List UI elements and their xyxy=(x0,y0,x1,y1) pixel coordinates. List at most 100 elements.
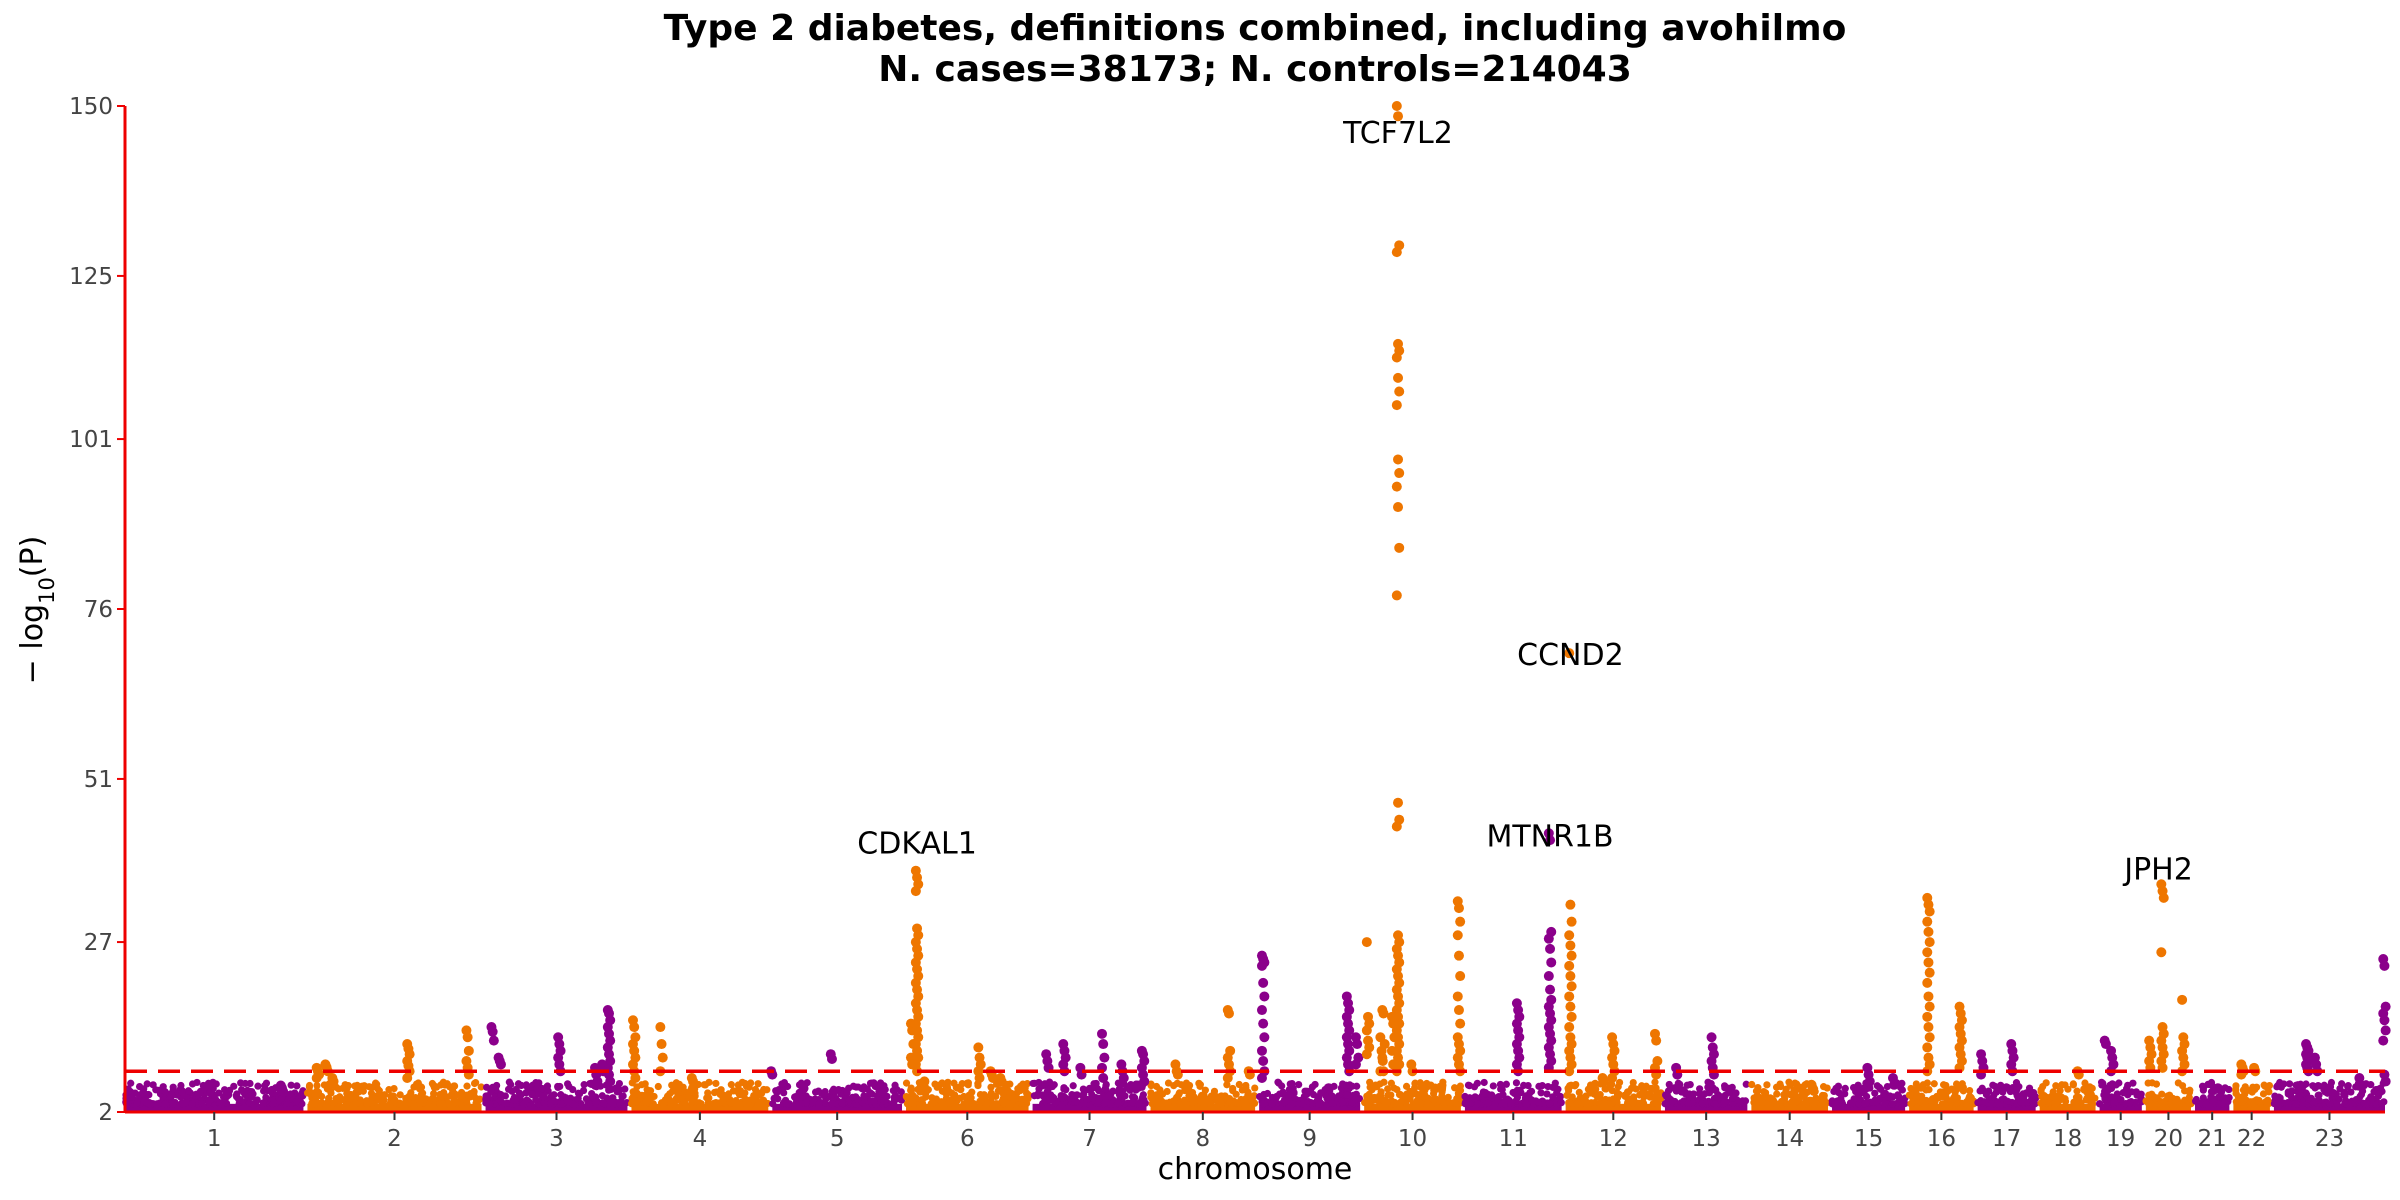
variant-point-8 xyxy=(1198,1091,1206,1100)
variant-point-8 xyxy=(1223,1081,1231,1089)
variant-point-7 xyxy=(1080,1090,1088,1098)
variant-point-23 xyxy=(2326,1082,2334,1090)
variant-point-23 xyxy=(2286,1088,2294,1097)
variant-point-1 xyxy=(179,1100,187,1108)
variant-point-14 xyxy=(1780,1091,1788,1099)
x-tick-label-chr21: 21 xyxy=(2198,1126,2227,1152)
variant-point-chr10 xyxy=(1388,1059,1399,1070)
variant-point-4 xyxy=(754,1080,762,1088)
variant-point-chr10 xyxy=(1361,1049,1372,1060)
y-tick-label: 150 xyxy=(69,94,113,120)
variant-point-14 xyxy=(1820,1097,1828,1105)
variant-point-5 xyxy=(890,1099,898,1107)
chromosome-band-10 xyxy=(1364,1103,1461,1112)
variant-point-11 xyxy=(1537,1089,1545,1097)
variant-point-11 xyxy=(1461,1100,1469,1108)
variant-point-15 xyxy=(1899,1100,1907,1108)
variant-point-22 xyxy=(2260,1081,2268,1089)
variant-point-4 xyxy=(633,1097,641,1106)
variant-point-3 xyxy=(616,1098,624,1106)
variant-point-10 xyxy=(1384,1085,1392,1093)
variant-point-16 xyxy=(1919,1081,1927,1089)
variant-point-2 xyxy=(324,1094,333,1102)
chromosome-band-11 xyxy=(1464,1103,1562,1112)
variant-point-1 xyxy=(135,1082,144,1091)
x-tick-label-chr7: 7 xyxy=(1082,1126,1097,1152)
variant-point-12 xyxy=(1605,1100,1613,1108)
chromosome-band-23 xyxy=(2273,1103,2385,1112)
variant-point-8 xyxy=(1251,1084,1259,1092)
variant-point-1 xyxy=(286,1090,295,1098)
variant-point-3 xyxy=(505,1078,513,1086)
variant-point-11 xyxy=(1473,1100,1482,1108)
variant-point-4 xyxy=(745,1083,753,1091)
variant-point-2 xyxy=(316,1099,325,1107)
x-tick-label-chr2: 2 xyxy=(387,1126,402,1152)
label-layer: TCF7L2 CCND2 CDKAL1 MTNR1B JPH2 xyxy=(857,116,2193,887)
variant-point-11 xyxy=(1496,1080,1505,1089)
variant-point-9 xyxy=(1353,1082,1361,1090)
chromosome-band-16 xyxy=(1909,1103,1974,1112)
variant-point-chr10 xyxy=(1378,1008,1389,1019)
variant-point-12 xyxy=(1614,1083,1622,1091)
variant-point-13 xyxy=(1717,1093,1725,1101)
variant-point-chr10 xyxy=(1393,502,1404,513)
variant-point-11 xyxy=(1488,1091,1496,1099)
variant-point-7 xyxy=(1093,1084,1102,1093)
variant-point-23 xyxy=(2280,1080,2288,1088)
variant-point-12 xyxy=(1572,1080,1580,1089)
variant-point-14 xyxy=(1760,1087,1768,1096)
variant-point-5 xyxy=(880,1097,888,1105)
variant-point-chr12 xyxy=(1564,991,1575,1002)
variant-point-chr23 xyxy=(2378,1035,2389,1046)
variant-point-20 xyxy=(2185,1093,2193,1101)
variant-point-10 xyxy=(1451,1099,1459,1107)
variant-point-19 xyxy=(2124,1081,2132,1089)
variant-point-17 xyxy=(2022,1098,2030,1106)
variant-point-chr10 xyxy=(1391,101,1402,111)
variant-point-17 xyxy=(2017,1098,2025,1106)
variant-point-3 xyxy=(535,1090,543,1098)
variant-point-20 xyxy=(2145,1091,2153,1099)
variant-point-chr6 xyxy=(973,1042,984,1053)
variant-point-18 xyxy=(2081,1079,2089,1087)
variant-point-11 xyxy=(1512,1079,1521,1087)
variant-point-15 xyxy=(1862,1099,1870,1107)
variant-point-23 xyxy=(2271,1100,2279,1108)
variant-point-chr16 xyxy=(1924,937,1935,948)
variant-point-12 xyxy=(1653,1098,1661,1106)
variant-point-1 xyxy=(133,1098,141,1107)
variant-point-6 xyxy=(1021,1084,1029,1092)
variant-point-10 xyxy=(1387,1079,1395,1087)
variant-point-chr3 xyxy=(605,1076,616,1087)
variant-point-12 xyxy=(1565,1099,1573,1107)
variant-point-16 xyxy=(1948,1085,1956,1093)
variant-point-chr23 xyxy=(2380,1025,2391,1036)
variant-point-10 xyxy=(1363,1094,1371,1102)
variant-point-2 xyxy=(323,1100,331,1108)
variant-point-4 xyxy=(654,1082,662,1091)
variant-point-14 xyxy=(1777,1100,1785,1108)
variant-point-chr10 xyxy=(1391,481,1402,492)
chromosome-band-18 xyxy=(2039,1103,2096,1112)
variant-point-3 xyxy=(538,1084,546,1093)
y-tick-label: 27 xyxy=(84,930,113,956)
variant-point-1 xyxy=(183,1093,191,1101)
variant-point-13 xyxy=(1677,1088,1686,1096)
variant-point-22 xyxy=(2247,1086,2255,1094)
x-tick-label-chr20: 20 xyxy=(2154,1126,2183,1152)
variant-point-7 xyxy=(1101,1084,1109,1093)
variant-point-12 xyxy=(1629,1083,1637,1091)
variant-point-10 xyxy=(1456,1082,1464,1090)
chart-title: Type 2 diabetes, definitions combined, i… xyxy=(664,8,1847,49)
variant-point-8 xyxy=(1233,1099,1241,1107)
variant-point-9 xyxy=(1299,1100,1307,1108)
variant-point-chr12 xyxy=(1566,1011,1577,1022)
variant-point-1 xyxy=(159,1083,167,1091)
variant-point-19 xyxy=(2102,1090,2110,1099)
variant-point-12 xyxy=(1580,1094,1588,1102)
x-tick-label-chr15: 15 xyxy=(1854,1126,1883,1152)
variant-point-13 xyxy=(1669,1098,1677,1106)
chromosome-band-17 xyxy=(1977,1103,2036,1112)
variant-point-23 xyxy=(2275,1093,2283,1101)
